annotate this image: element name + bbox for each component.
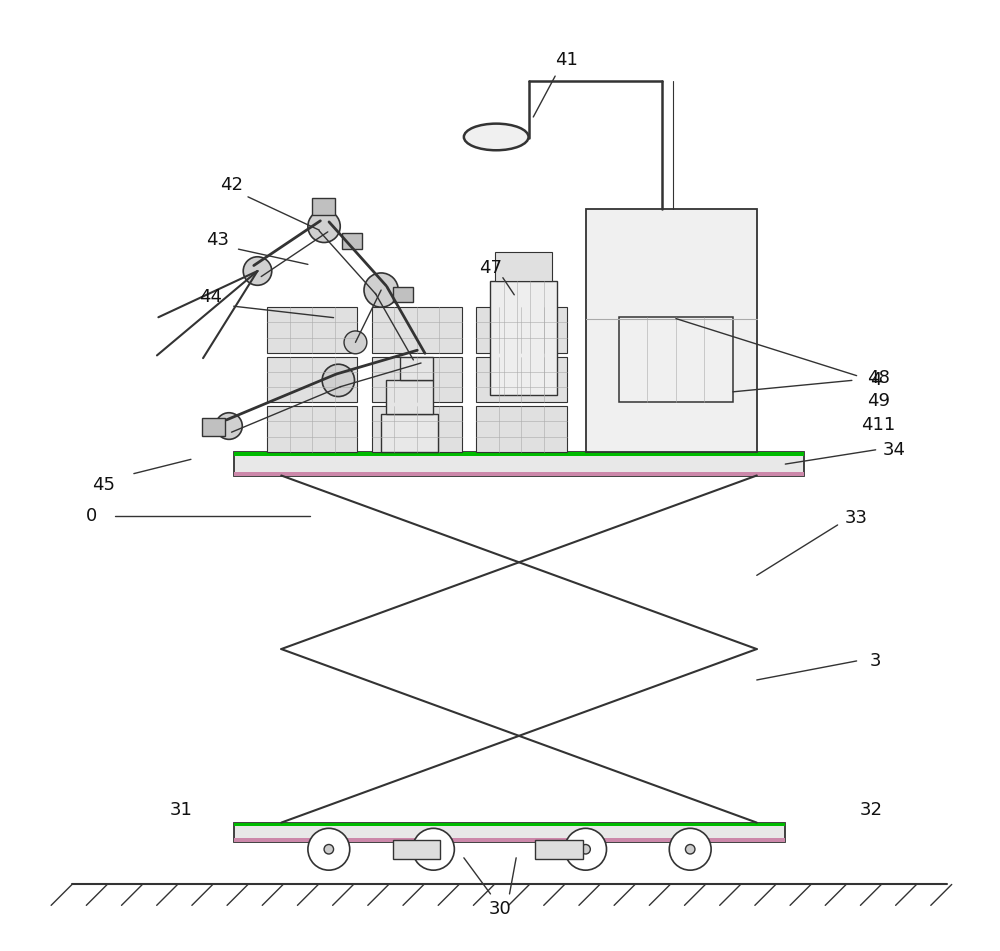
Text: 3: 3 (870, 652, 881, 670)
Bar (476, 406, 567, 452)
Bar (234, 823, 785, 826)
Text: 44: 44 (199, 288, 222, 305)
Bar (490, 281, 557, 395)
Text: 31: 31 (170, 802, 193, 819)
Bar (495, 252, 552, 281)
Bar (234, 472, 804, 476)
Circle shape (322, 364, 354, 397)
Text: 49: 49 (867, 393, 890, 410)
Bar (400, 357, 433, 380)
Circle shape (308, 210, 340, 243)
Bar (476, 357, 567, 402)
Bar (393, 287, 413, 302)
Text: 42: 42 (220, 177, 243, 194)
Circle shape (364, 273, 398, 307)
Text: 45: 45 (92, 476, 115, 494)
Bar (234, 452, 804, 456)
Bar (372, 307, 462, 353)
Bar (393, 840, 440, 859)
Bar (535, 840, 583, 859)
Circle shape (565, 828, 607, 870)
Bar (372, 406, 462, 452)
Text: 43: 43 (206, 231, 229, 248)
Bar (267, 307, 357, 353)
Text: 32: 32 (859, 802, 882, 819)
Text: 41: 41 (555, 51, 578, 68)
Bar (267, 406, 357, 452)
Circle shape (216, 413, 242, 439)
Ellipse shape (464, 124, 529, 150)
Bar (202, 418, 225, 436)
Circle shape (685, 844, 695, 854)
Bar (586, 209, 757, 452)
Circle shape (324, 844, 334, 854)
Bar (386, 380, 433, 414)
Circle shape (429, 844, 438, 854)
Circle shape (669, 828, 711, 870)
Bar (476, 307, 567, 353)
Text: 0: 0 (85, 508, 97, 525)
Bar (234, 452, 804, 476)
Circle shape (413, 828, 454, 870)
Text: 48: 48 (867, 369, 890, 386)
Bar (342, 234, 362, 249)
Bar (267, 357, 357, 402)
Bar (619, 317, 733, 402)
Text: 47: 47 (479, 260, 502, 277)
Text: 411: 411 (861, 417, 896, 434)
Circle shape (243, 257, 272, 285)
Bar (372, 357, 462, 402)
Bar (381, 414, 438, 452)
Text: 30: 30 (489, 901, 511, 918)
Circle shape (344, 331, 367, 354)
Text: 4: 4 (870, 372, 881, 389)
Circle shape (581, 844, 590, 854)
Bar (234, 823, 785, 842)
Bar (312, 198, 335, 215)
Text: 33: 33 (845, 510, 868, 527)
Circle shape (308, 828, 350, 870)
Text: 34: 34 (883, 441, 906, 458)
Bar (234, 838, 785, 842)
